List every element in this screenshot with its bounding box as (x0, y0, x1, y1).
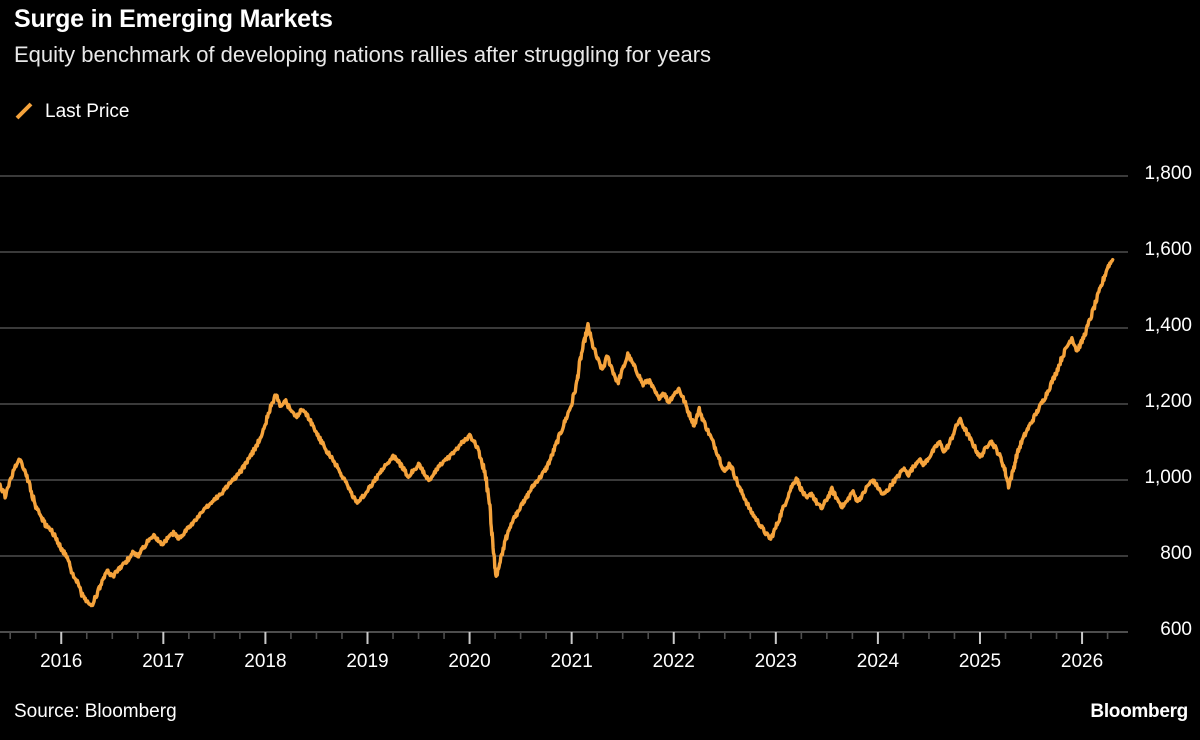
x-axis-major-ticks (60, 632, 1084, 644)
x-axis-tick-label: 2026 (1060, 651, 1104, 672)
chart-legend: Last Price (14, 98, 129, 124)
series-line-last-price (0, 257, 1115, 608)
chart-header: Surge in Emerging Markets Equity benchma… (14, 0, 1200, 66)
source-note: Source: Bloomberg (14, 701, 177, 722)
page-title: Surge in Emerging Markets (14, 5, 333, 33)
x-axis-tick-label: 2016 (40, 651, 83, 672)
x-axis-tick-label: 2023 (754, 651, 797, 672)
y-axis-tick-label: 1,800 (1144, 163, 1192, 184)
y-axis-tick-label: 800 (1160, 543, 1192, 564)
x-axis-tick-label: 2018 (244, 651, 287, 672)
legend-item-last-price: Last Price (45, 100, 130, 122)
x-axis-minor-ticks (9, 632, 1109, 639)
x-axis-tick-label: 2019 (346, 651, 389, 672)
y-axis-tick-label: 1,400 (1144, 315, 1192, 336)
plot-svg (0, 175, 1128, 644)
y-axis-tick-label: 600 (1160, 619, 1192, 640)
plot-area: 600 800 1,000 1,200 1,400 1,600 1,800 2016 2017… (0, 163, 1192, 672)
x-axis-tick-label: 2020 (448, 651, 491, 672)
slash-line-icon (14, 101, 34, 121)
y-axis-tick-label: 1,200 (1144, 391, 1192, 412)
bloomberg-logo: Bloomberg (1090, 701, 1188, 722)
x-axis-tick-label: 2021 (550, 651, 593, 672)
x-axis-tick-label: 2022 (652, 651, 695, 672)
x-axis-tick-label: 2024 (856, 651, 900, 672)
x-axis-tick-label: 2025 (958, 651, 1002, 672)
chart-footer: Source: Bloomberg Bloomberg (0, 690, 1200, 740)
x-axis-tick-label: 2017 (142, 651, 185, 672)
y-axis-tick-label: 1,600 (1144, 239, 1192, 260)
chart-subtitle: Equity benchmark of developing nations r… (14, 42, 712, 67)
y-axis-tick-label: 1,000 (1144, 467, 1192, 488)
gridlines (0, 175, 1128, 633)
